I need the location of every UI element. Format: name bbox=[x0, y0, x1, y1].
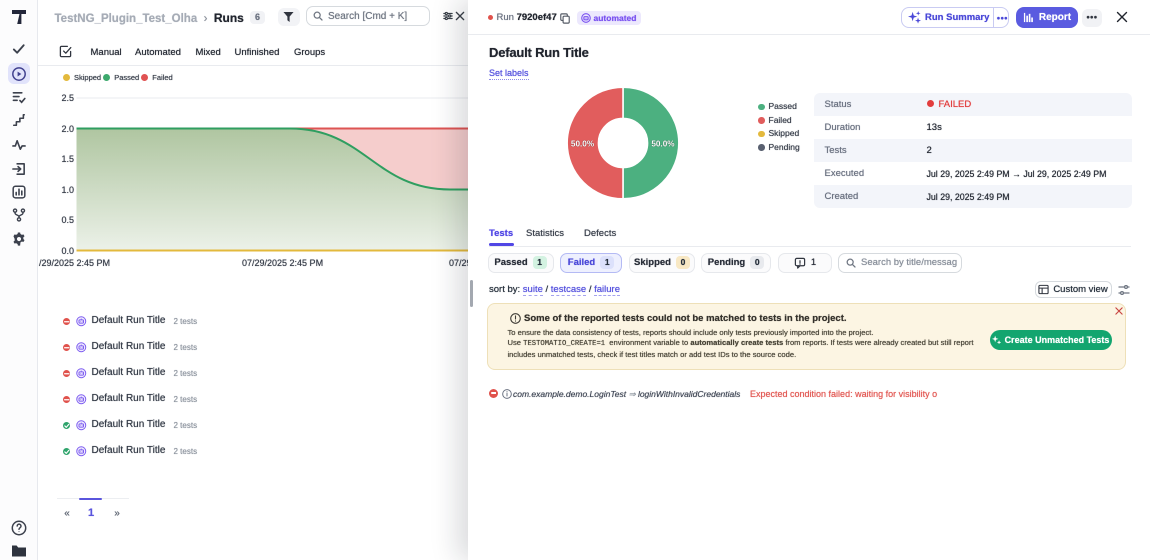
svg-text:50.0%: 50.0% bbox=[651, 140, 675, 149]
svg-text:50.0%: 50.0% bbox=[571, 140, 595, 149]
